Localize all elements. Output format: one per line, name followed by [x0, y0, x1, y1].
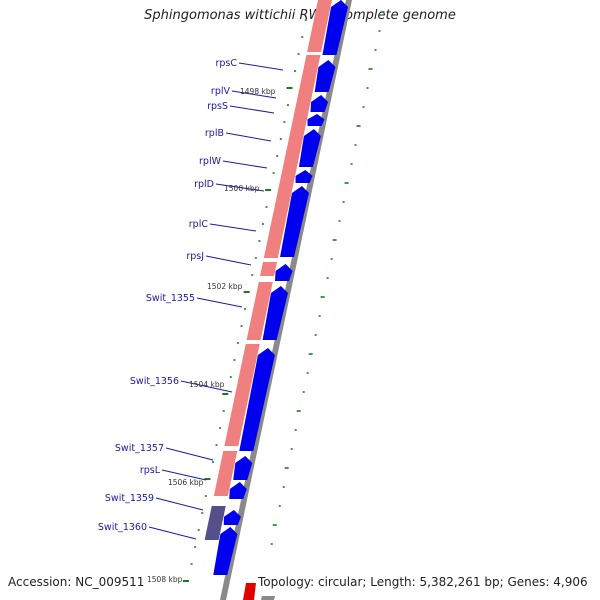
- cds-arrow: [229, 482, 247, 499]
- gene-leader-line: [222, 160, 268, 169]
- gene-label: rplW: [199, 156, 222, 167]
- cds-arrow: [310, 95, 329, 112]
- gene-label: rplB: [205, 128, 224, 139]
- gene-leader-line: [148, 526, 197, 540]
- gene-label: Swit_1359: [105, 493, 154, 504]
- backbone-fragment: [261, 596, 275, 600]
- cds-arrow: [233, 456, 253, 480]
- rna-fragment: [243, 583, 256, 600]
- rna-segment: [307, 0, 332, 52]
- gene-leader-line: [165, 447, 214, 461]
- kbp-label: 1500 kbp: [224, 184, 260, 193]
- map-title: Sphingomonas wittichii RW1, complete gen…: [144, 8, 456, 23]
- gene-leader-line: [155, 497, 204, 511]
- gene-label: Swit_1357: [115, 443, 164, 454]
- gene-leader-line: [225, 132, 272, 142]
- outer-dots: [270, 11, 385, 545]
- cds-arrow: [307, 114, 325, 126]
- rna-segment: [213, 451, 238, 496]
- cds-arrow: [322, 0, 349, 55]
- cds-arrow: [314, 60, 336, 92]
- cds-arrow: [239, 348, 275, 451]
- rna-track: [204, 0, 332, 540]
- gene-label: rpsL: [140, 465, 161, 476]
- gene-label: rplC: [189, 219, 209, 230]
- rna-segment: [246, 282, 273, 340]
- gene-leader-line: [196, 297, 243, 308]
- gene-label: rpsS: [207, 101, 228, 112]
- cds-arrow: [280, 186, 309, 257]
- cds-arrow: [262, 286, 288, 340]
- kbp-label: 1508 kbp: [147, 575, 183, 584]
- rna-segment: [224, 344, 260, 446]
- gene-label: rpsC: [215, 58, 237, 69]
- gene-label: rpsJ: [186, 251, 204, 262]
- gene-labels: rpsC rplV rpsS rplB rplW rplD rplC rpsJ Swit_135…: [98, 58, 284, 540]
- kbp-label: 1504 kbp: [189, 380, 225, 389]
- cds-arrow: [295, 170, 313, 183]
- gene-label: Swit_1356: [130, 376, 179, 387]
- rna-segment: [260, 262, 277, 276]
- cds-arrow: [213, 527, 238, 575]
- gene-label: rplD: [194, 179, 214, 190]
- kbp-label: 1502 kbp: [207, 282, 243, 291]
- gene-leader-line: [229, 105, 275, 114]
- gene-leader-line: [209, 223, 257, 232]
- gene-leader-line: [231, 90, 277, 99]
- rna-segment: [263, 55, 321, 258]
- cds-arrow: [274, 264, 293, 281]
- kbp-label: 1498 kbp: [240, 87, 276, 96]
- scale-ticks: [182, 19, 307, 582]
- gene-leader-line: [215, 183, 265, 192]
- cds-arrow: [223, 510, 241, 525]
- rna-segment: [204, 506, 226, 540]
- gene-leader-line: [161, 469, 207, 481]
- gene-leader-line: [238, 62, 284, 71]
- genome-info-label: Topology: circular; Length: 5,382,261 bp…: [258, 575, 588, 589]
- gene-label: Swit_1360: [98, 522, 147, 533]
- cds-arrow: [298, 129, 321, 167]
- accession-label: Accession: NC_009511: [8, 575, 145, 589]
- gene-leader-line: [180, 380, 233, 393]
- kbp-label: 1506 kbp: [168, 478, 204, 487]
- gene-leader-line: [205, 255, 252, 266]
- kbp-labels: 1498 kbp 1500 kbp 1502 kbp 1504 kbp 1506 kbp…: [147, 87, 276, 584]
- cds-track: [213, 0, 349, 600]
- gene-label: Swit_1355: [146, 293, 195, 304]
- gene-label: rplV: [211, 86, 231, 97]
